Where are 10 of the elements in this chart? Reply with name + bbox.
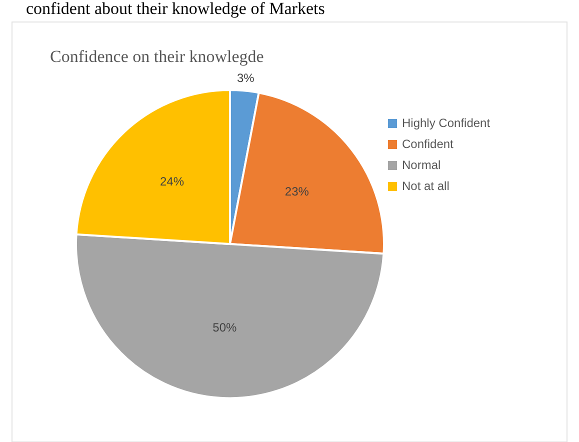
legend-label: Normal: [402, 158, 441, 172]
data-label: 23%: [284, 184, 310, 198]
data-label: 24%: [160, 174, 184, 188]
legend-label: Confident: [402, 137, 454, 152]
data-label: 3%: [236, 70, 255, 85]
chart-title: Confidence on their knowlegde: [50, 47, 264, 66]
legend-label: Not at all: [402, 179, 450, 194]
text: confident about their knowledge of Markets: [26, 0, 325, 18]
legend-label: Highly Confident: [402, 116, 491, 130]
data-label: 50%: [212, 320, 238, 335]
